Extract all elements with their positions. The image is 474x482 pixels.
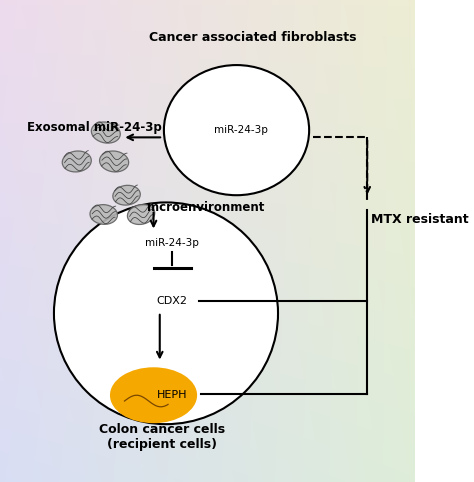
Text: Exosomal miR-24-3p: Exosomal miR-24-3p [27,121,162,134]
Text: CDX2: CDX2 [157,296,188,306]
Text: miR-24-3p: miR-24-3p [214,125,268,135]
Text: Cancer associated fibroblasts: Cancer associated fibroblasts [149,31,357,44]
Text: miR-24-3p: miR-24-3p [145,239,199,248]
Text: MTX resistant: MTX resistant [371,213,469,226]
Ellipse shape [110,367,197,423]
Ellipse shape [91,122,120,143]
Ellipse shape [100,151,128,172]
Ellipse shape [90,205,118,224]
Text: HEPH: HEPH [157,390,187,400]
Ellipse shape [128,204,155,225]
Ellipse shape [54,202,278,424]
Text: Colon cancer cells
(recipient cells): Colon cancer cells (recipient cells) [99,423,225,451]
Ellipse shape [62,151,91,172]
Ellipse shape [113,185,140,205]
Text: mcroenvironment: mcroenvironment [147,201,264,214]
Ellipse shape [164,65,309,195]
